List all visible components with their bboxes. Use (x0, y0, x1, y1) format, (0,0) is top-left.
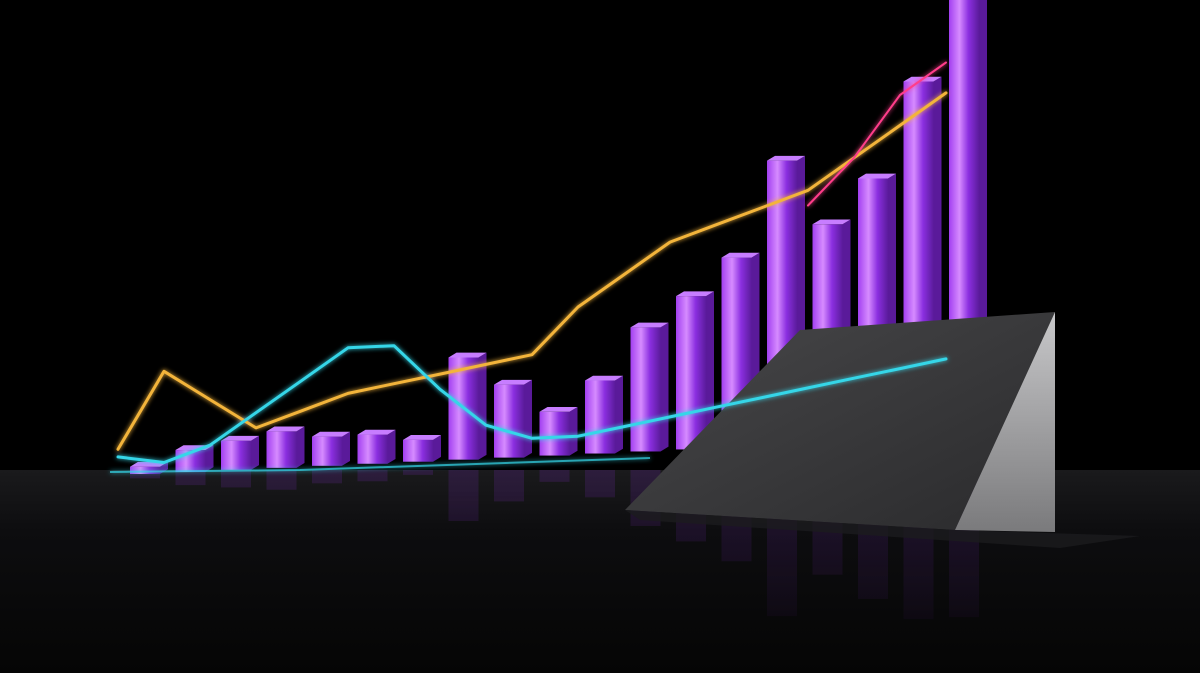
bar-reflection (539, 455, 570, 482)
bar-top (812, 219, 851, 225)
bar-side (524, 379, 532, 458)
bar-top (448, 352, 487, 358)
bar-top (858, 173, 896, 179)
bar-side (615, 375, 623, 454)
bar-top (266, 426, 305, 432)
bar (175, 445, 214, 472)
bar-top (676, 291, 714, 297)
bar-top (539, 406, 578, 412)
bar-front (266, 431, 297, 468)
bar-reflection (403, 461, 433, 475)
bar-side (387, 429, 396, 464)
bar-front (130, 466, 160, 474)
bar-side (296, 426, 305, 468)
bar-reflection (175, 471, 206, 486)
bar (539, 406, 578, 456)
bar-front (357, 434, 388, 464)
bar-front (539, 411, 570, 456)
bar (357, 429, 396, 464)
bar (221, 435, 259, 470)
bar-reflection (221, 469, 251, 488)
bar-side (251, 435, 259, 470)
bar-side (433, 435, 441, 462)
bar-front (221, 440, 251, 470)
bar-top (494, 379, 532, 385)
bar-front (585, 380, 615, 454)
board-side (955, 312, 1055, 532)
bar-reflection (266, 467, 297, 490)
bar-front (630, 327, 661, 452)
bar-side (205, 445, 214, 472)
bar-top (221, 435, 259, 441)
base-glow-line (109, 457, 651, 473)
bar-reflection (448, 459, 479, 521)
bar (312, 431, 350, 466)
bar-top (312, 431, 350, 437)
bar-side (569, 406, 578, 456)
bar-side (342, 431, 350, 466)
bar-top (357, 429, 396, 435)
bar (630, 322, 669, 452)
bar-front (312, 436, 342, 466)
bar (448, 352, 487, 460)
bar (494, 379, 532, 458)
bar-reflection (130, 474, 160, 479)
board-shadow (625, 510, 1140, 548)
bar-front (403, 439, 433, 462)
line-group (109, 61, 948, 473)
bar-top (403, 435, 441, 440)
bar-top (630, 322, 669, 328)
bar (585, 375, 623, 454)
yellow-line (116, 91, 948, 451)
board-front (625, 312, 1055, 530)
cyan-line (116, 344, 948, 464)
bar-side (478, 352, 487, 460)
bar-top (767, 155, 805, 161)
bar-top (721, 252, 760, 258)
bar (266, 426, 305, 468)
bar-top (585, 375, 623, 381)
bar-reflection (494, 457, 524, 502)
bar-front (676, 296, 706, 450)
bar (403, 435, 441, 462)
bar-front (494, 384, 524, 458)
bar-side (660, 322, 669, 452)
pink-line (807, 61, 947, 207)
display-board (625, 312, 1140, 548)
